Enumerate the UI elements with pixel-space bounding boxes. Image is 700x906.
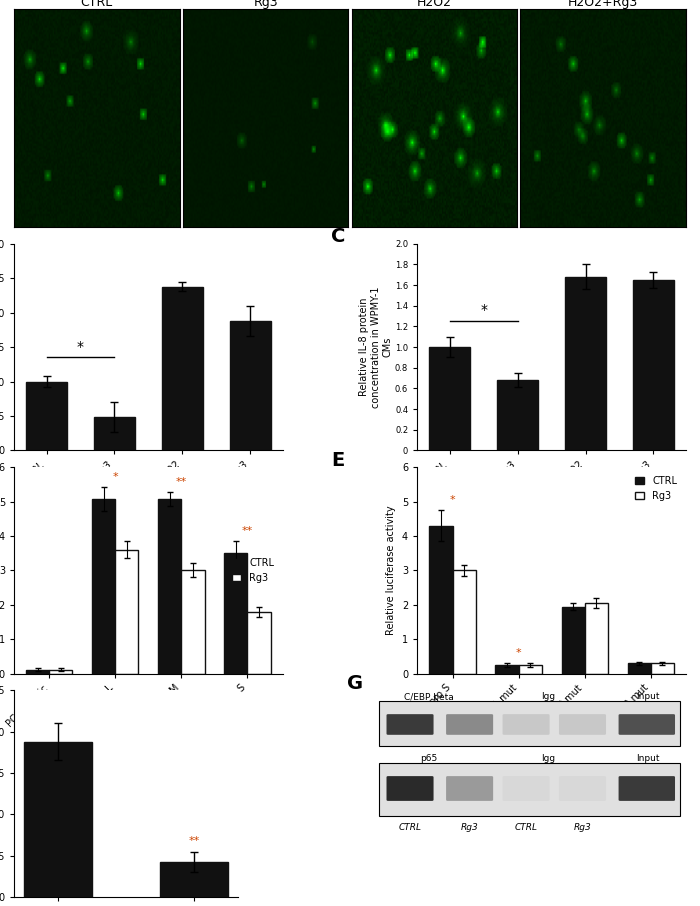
Bar	[496, 665, 519, 674]
Bar	[584, 603, 608, 674]
Bar	[248, 612, 271, 674]
Bar	[561, 606, 584, 674]
Text: C/EBP beta: C/EBP beta	[404, 692, 454, 701]
Bar	[519, 665, 542, 674]
Bar	[379, 700, 680, 747]
Bar	[160, 863, 228, 897]
Bar	[633, 280, 674, 450]
Bar	[158, 499, 181, 674]
Text: CTRL: CTRL	[398, 823, 421, 832]
Bar	[379, 763, 680, 816]
Bar	[628, 663, 651, 674]
Text: *: *	[77, 340, 84, 354]
FancyBboxPatch shape	[503, 714, 550, 735]
Text: p65: p65	[420, 755, 438, 764]
FancyBboxPatch shape	[386, 776, 433, 801]
Text: CTRL: CTRL	[514, 823, 538, 832]
Legend: CTRL, Rg3: CTRL, Rg3	[631, 472, 681, 505]
Text: *: *	[516, 648, 522, 658]
Bar	[94, 418, 135, 450]
Text: Rg3: Rg3	[573, 823, 592, 832]
Legend: CTRL, Rg3: CTRL, Rg3	[228, 554, 278, 587]
Text: **: **	[241, 526, 253, 536]
Bar	[225, 554, 248, 674]
Text: **: **	[176, 477, 187, 487]
Bar	[26, 381, 67, 450]
Bar	[230, 321, 271, 450]
Text: E: E	[331, 450, 344, 469]
Bar	[181, 571, 204, 674]
Title: H2O2: H2O2	[417, 0, 452, 9]
Bar	[116, 550, 139, 674]
Bar	[429, 525, 452, 674]
Bar	[497, 381, 538, 450]
Bar	[651, 663, 674, 674]
Y-axis label: Relative luciferase activity: Relative luciferase activity	[386, 506, 396, 635]
FancyBboxPatch shape	[619, 714, 675, 735]
Text: Input: Input	[636, 692, 660, 701]
Text: Rg3: Rg3	[461, 823, 479, 832]
Text: Igg: Igg	[541, 692, 555, 701]
Bar	[92, 499, 116, 674]
Title: H2O2+Rg3: H2O2+Rg3	[568, 0, 638, 9]
Y-axis label: Relative IL-8 protein
concentration in WPMY-1
CMs: Relative IL-8 protein concentration in W…	[359, 286, 392, 408]
Text: C: C	[331, 227, 346, 246]
Bar	[452, 571, 475, 674]
Bar	[565, 277, 606, 450]
FancyBboxPatch shape	[619, 776, 675, 801]
Text: *: *	[113, 471, 118, 482]
Bar	[49, 670, 72, 674]
Text: Input: Input	[636, 755, 660, 764]
Bar	[162, 286, 203, 450]
FancyBboxPatch shape	[503, 776, 550, 801]
FancyBboxPatch shape	[386, 714, 433, 735]
Text: **: **	[188, 835, 199, 845]
Bar	[26, 670, 49, 674]
Title: Rg3: Rg3	[253, 0, 278, 9]
FancyBboxPatch shape	[446, 776, 493, 801]
Title: CTRL: CTRL	[80, 0, 113, 9]
Text: *: *	[480, 304, 487, 317]
Text: *: *	[449, 495, 455, 505]
FancyBboxPatch shape	[446, 714, 493, 735]
Text: G: G	[347, 674, 363, 693]
Bar	[25, 742, 92, 897]
FancyBboxPatch shape	[559, 776, 606, 801]
FancyBboxPatch shape	[559, 714, 606, 735]
Bar	[429, 347, 470, 450]
Text: Igg: Igg	[541, 755, 555, 764]
